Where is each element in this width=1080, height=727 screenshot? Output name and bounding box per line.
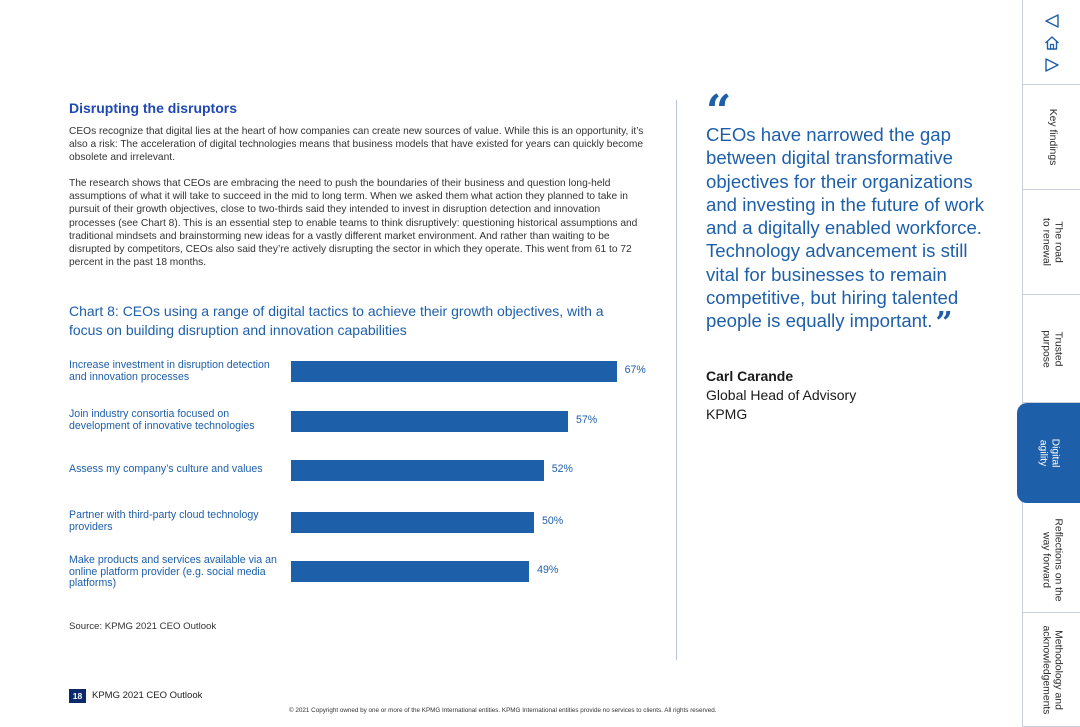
tab-key-findings[interactable]: Key findings	[1023, 85, 1080, 190]
bar-category-label: Partner with third-party cloud technolog…	[69, 509, 259, 533]
bar	[291, 512, 534, 533]
tab-label: Trusted purpose	[1041, 329, 1064, 368]
close-quote-icon: ”	[935, 306, 953, 342]
back-arrow-icon[interactable]	[1044, 13, 1060, 29]
bar-category-label: Join industry consortia focused on devel…	[69, 408, 255, 432]
column-divider	[676, 100, 677, 660]
chart-title: Chart 8: CEOs using a range of digital t…	[69, 303, 604, 338]
footer-title: KPMG 2021 CEO Outlook	[92, 690, 203, 701]
bar-value-label: 49%	[537, 564, 559, 576]
tab-label: Key findings	[1046, 108, 1058, 166]
open-quote-icon: “	[706, 86, 732, 137]
bar-category-label: Make products and services available via…	[69, 554, 277, 589]
bar	[291, 460, 544, 481]
section-sidebar: Key findings The road to renewal Trusted pur…	[1017, 0, 1080, 727]
bar-value-label: 50%	[542, 515, 564, 527]
bar	[291, 361, 617, 382]
nav-controls	[1023, 0, 1080, 85]
bar	[291, 411, 569, 432]
tab-label: Reflections on the way forward	[1041, 518, 1064, 602]
tab-road-to-renewal[interactable]: The road to renewal	[1023, 190, 1080, 295]
tab-label: Digital agility	[1038, 438, 1061, 468]
tab-label: Methodology and acknowledgements	[1041, 625, 1064, 714]
body-paragraph-2: The research shows that CEOs are embraci…	[69, 178, 638, 269]
tab-trusted-purpose[interactable]: Trusted purpose	[1023, 295, 1080, 403]
copyright-notice: © 2021 Copyright owned by one or more of…	[289, 707, 717, 714]
body-paragraph-1: CEOs recognize that digital lies at the …	[69, 126, 644, 164]
bar-category-label: Increase investment in disruption detect…	[69, 359, 270, 383]
pull-quote: CEOs have narrowed the gap between digit…	[706, 123, 991, 339]
bar-value-label: 67%	[624, 364, 646, 376]
section-heading: Disrupting the disruptors	[69, 100, 237, 116]
quote-text: CEOs have narrowed the gap between digit…	[706, 124, 985, 332]
forward-arrow-icon[interactable]	[1044, 57, 1060, 73]
bar-category-label: Assess my company’s culture and values	[69, 463, 263, 475]
page-number: 18	[69, 689, 86, 703]
tab-methodology[interactable]: Methodology and acknowledgements	[1023, 613, 1080, 727]
page-content: Disrupting the disruptors CEOs recognize…	[69, 86, 991, 714]
quote-author-org: KPMG	[706, 406, 748, 422]
tab-label: The road to renewal	[1041, 218, 1064, 266]
quote-author-name: Carl Carande	[706, 368, 794, 384]
tab-digital-agility[interactable]: Digital agility	[1017, 403, 1080, 503]
home-icon[interactable]	[1044, 35, 1060, 51]
bar-chart: Increase investment in disruption detect…	[69, 359, 646, 589]
bar-value-label: 57%	[576, 414, 598, 426]
bar	[291, 561, 530, 582]
quote-author-role: Global Head of Advisory	[706, 387, 857, 403]
tab-reflections[interactable]: Reflections on the way forward	[1023, 508, 1080, 613]
chart-source: Source: KPMG 2021 CEO Outlook	[69, 621, 217, 632]
bar-value-label: 52%	[551, 463, 573, 475]
